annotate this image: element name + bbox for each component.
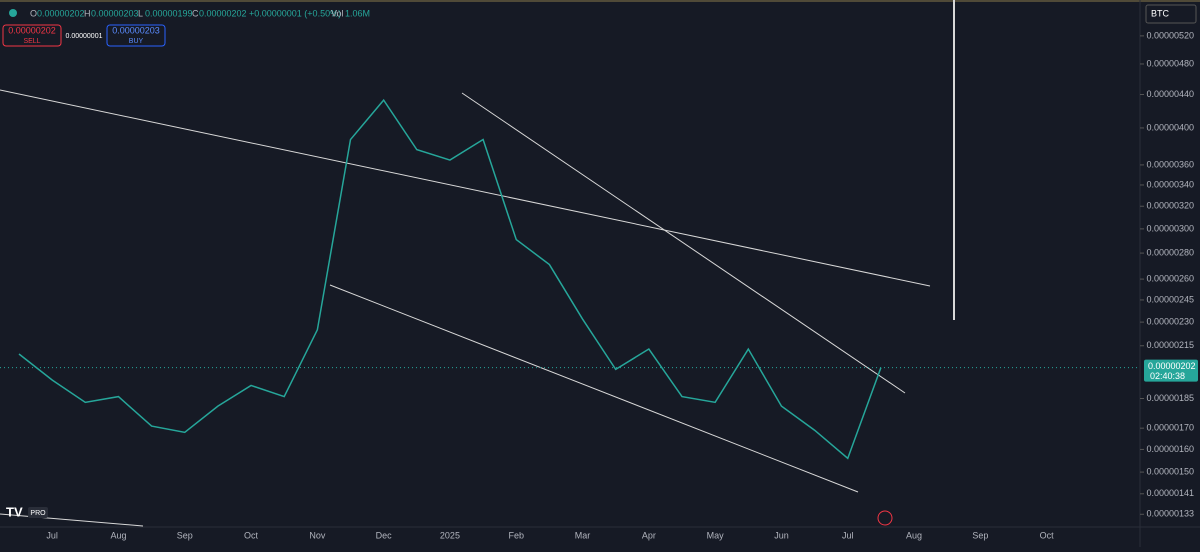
- y-tick-label: 0.00000185: [1146, 393, 1194, 403]
- x-tick-label: Oct: [1040, 530, 1055, 540]
- x-tick-label: Mar: [575, 530, 591, 540]
- x-tick-label: Feb: [508, 530, 524, 540]
- y-tick-label: 0.00000141: [1146, 488, 1194, 498]
- y-tick-label: 0.00000320: [1146, 201, 1194, 211]
- volume: 1.06M: [345, 8, 370, 18]
- x-tick-label: Dec: [376, 530, 393, 540]
- x-tick-label: May: [707, 530, 725, 540]
- x-tick-label: Sep: [177, 530, 193, 540]
- currency[interactable]: BTC: [1151, 8, 1170, 18]
- y-tick-label: 0.00000300: [1146, 223, 1194, 233]
- sell-button[interactable]: [2, 24, 62, 47]
- ohlc: O 0.00000202 H 0.00000203 L 0.00000199 C 0.0000…: [30, 8, 247, 18]
- x-tick-label: Nov: [309, 530, 326, 540]
- ohlc-label: C: [192, 8, 199, 18]
- y-tick-label: 0.00000133: [1146, 509, 1194, 519]
- ohlc-value: 0.00000202: [199, 8, 247, 18]
- y-tick-label: 0.00000520: [1146, 30, 1194, 40]
- buy-button[interactable]: [106, 24, 166, 47]
- x-tick-label: Oct: [244, 530, 259, 540]
- logo-mark: TV: [6, 504, 23, 519]
- y-tick-label: 0.00000260: [1146, 273, 1194, 283]
- trend-line: [329, 284, 859, 493]
- ohlc-value: 0.00000202: [37, 8, 85, 18]
- price-line: [18, 98, 882, 460]
- currency-select[interactable]: [1145, 4, 1197, 24]
- y-tick-label: 0.00000280: [1146, 247, 1194, 257]
- buy-label[interactable]: BUY: [129, 38, 144, 45]
- trend-line: [461, 92, 906, 394]
- x-tick-label: Apr: [642, 530, 656, 540]
- volume-label: Vol: [331, 8, 344, 18]
- sell-price[interactable]: 0.00000202: [8, 25, 56, 35]
- status-dot: [9, 9, 17, 17]
- y-tick-label: 0.00000480: [1146, 58, 1194, 68]
- buy-price[interactable]: 0.00000203: [112, 25, 160, 35]
- y-tick-label: 0.00000215: [1146, 340, 1194, 350]
- y-tick-label: 0.00000150: [1146, 466, 1194, 476]
- y-tick-label: 0.00000400: [1146, 122, 1194, 132]
- x-tick-label: Aug: [110, 530, 126, 540]
- x-tick-label: Jul: [46, 530, 58, 540]
- trend-lines: [0, 0, 955, 527]
- x-tick-label: Jun: [774, 530, 789, 540]
- change: +0.00000001 (+0.50%): [249, 8, 341, 18]
- logo-badge: [28, 507, 48, 518]
- spread: 0.00000001: [66, 33, 103, 40]
- countdown: 02:40:38: [1150, 371, 1185, 381]
- ohlc-label: L: [138, 8, 143, 18]
- y-tick-label: 0.00000340: [1146, 179, 1194, 189]
- y-tick-label: 0.00000160: [1146, 444, 1194, 454]
- y-tick-label: 0.00000360: [1146, 159, 1194, 169]
- trend-line: [0, 513, 144, 527]
- x-tick-label: Sep: [972, 530, 988, 540]
- y-tick-label: 0.00000245: [1146, 294, 1194, 304]
- y-tick-label: 0.00000440: [1146, 89, 1194, 99]
- x-tick-label: Jul: [842, 530, 854, 540]
- ohlc-label: H: [84, 8, 91, 18]
- last-price-label: 0.00000202: [1148, 361, 1196, 371]
- event-icon[interactable]: [877, 510, 893, 526]
- ohlc-value: 0.00000203: [91, 8, 139, 18]
- y-tick-label: 0.00000170: [1146, 423, 1194, 433]
- last-price-box: [1144, 359, 1198, 382]
- trend-line: [0, 89, 931, 287]
- sell-label[interactable]: SELL: [23, 38, 40, 45]
- x-tick-label: 2025: [440, 530, 460, 540]
- y-tick-label: 0.00000230: [1146, 316, 1194, 326]
- ohlc-value: 0.00000199: [145, 8, 193, 18]
- ohlc-label: O: [30, 8, 37, 18]
- x-tick-label: Aug: [906, 530, 922, 540]
- logo-text: PRO: [30, 510, 46, 517]
